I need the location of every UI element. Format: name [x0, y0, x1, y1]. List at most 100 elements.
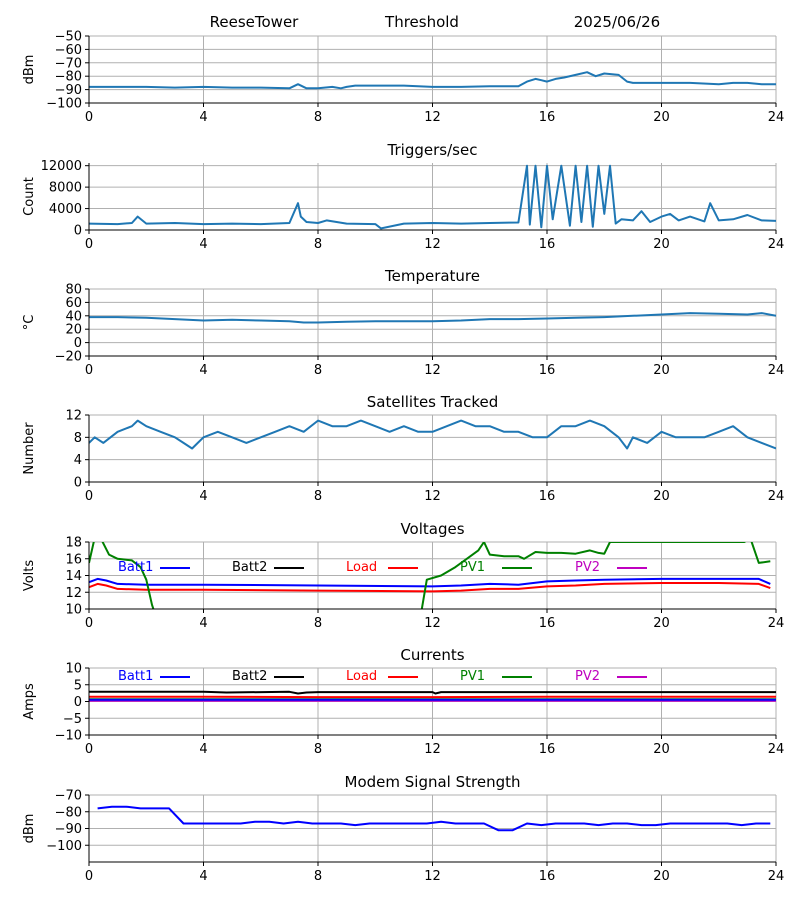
- series-line-batt2: [89, 690, 776, 695]
- y-tick-label: 0: [74, 224, 82, 239]
- chart-title: Modem Signal Strength: [345, 773, 521, 791]
- chart-title: Triggers/sec: [387, 141, 478, 159]
- x-tick-label: 20: [653, 616, 670, 631]
- x-tick-label: 12: [424, 237, 441, 252]
- y-axis-label: dBm: [22, 55, 37, 85]
- y-tick-label: 10: [65, 603, 82, 618]
- y-axis-label: Volts: [22, 560, 37, 592]
- legend-label: Load: [346, 560, 377, 575]
- y-tick-label: 12000: [41, 159, 82, 174]
- y-tick-label: 60: [65, 296, 82, 311]
- x-tick-label: 4: [199, 742, 207, 757]
- y-tick-label: 4: [74, 453, 82, 468]
- y-tick-label: −20: [55, 350, 82, 365]
- y-axis-label: dBm: [22, 814, 37, 844]
- series-line: [89, 419, 776, 450]
- x-tick-label: 0: [85, 489, 93, 504]
- y-axis-label: Amps: [22, 683, 37, 720]
- series-line: [97, 805, 771, 832]
- y-tick-label: 0: [74, 695, 82, 710]
- x-tick-label: 20: [653, 489, 670, 504]
- y-tick-label: 5: [74, 678, 82, 693]
- x-tick-label: 8: [314, 616, 322, 631]
- x-tick-label: 20: [653, 869, 670, 884]
- legend-label: Batt1: [118, 560, 153, 575]
- x-tick-label: 16: [539, 742, 556, 757]
- x-tick-label: 0: [85, 237, 93, 252]
- y-tick-label: −70: [55, 56, 82, 71]
- y-tick-label: 0: [74, 336, 82, 351]
- legend-label: Load: [346, 669, 377, 684]
- x-tick-label: 4: [199, 110, 207, 125]
- x-tick-label: 8: [314, 489, 322, 504]
- x-tick-label: 0: [85, 363, 93, 378]
- y-tick-label: 18: [65, 536, 82, 551]
- y-tick-label: −100: [46, 839, 82, 854]
- x-tick-label: 24: [768, 742, 785, 757]
- y-tick-label: −10: [55, 729, 82, 744]
- y-axis-label: Number: [22, 422, 37, 475]
- y-tick-label: 0: [74, 476, 82, 491]
- legend-label: PV2: [575, 669, 600, 684]
- y-tick-label: 14: [65, 569, 82, 584]
- x-tick-label: 24: [768, 616, 785, 631]
- y-tick-label: −80: [55, 70, 82, 85]
- chart-title: Voltages: [400, 520, 464, 538]
- y-tick-label: 40: [65, 309, 82, 324]
- x-tick-label: 0: [85, 110, 93, 125]
- header-date: 2025/06/26: [574, 13, 660, 31]
- x-tick-label: 4: [199, 363, 207, 378]
- y-tick-label: 12: [65, 586, 82, 601]
- y-tick-label: −60: [55, 43, 82, 58]
- y-tick-label: 20: [65, 323, 82, 338]
- y-tick-label: −5: [63, 712, 82, 727]
- series-line: [89, 164, 776, 230]
- series-line: [89, 312, 776, 324]
- x-tick-label: 4: [199, 616, 207, 631]
- y-tick-label: 4000: [49, 202, 82, 217]
- x-tick-label: 8: [314, 237, 322, 252]
- y-tick-label: 16: [65, 552, 82, 567]
- x-tick-label: 12: [424, 363, 441, 378]
- legend-label: PV2: [575, 560, 600, 575]
- x-tick-label: 0: [85, 869, 93, 884]
- series-line-load: [89, 582, 771, 593]
- x-tick-label: 12: [424, 869, 441, 884]
- header-mode: Threshold: [384, 13, 459, 31]
- chart-modem: 0 4 8 12 16 20 24 −70−80 −90 −100 Modem Signal Str…: [22, 773, 784, 884]
- y-tick-label: −100: [46, 97, 82, 112]
- chart-satellites: 0 4 8 12 16 20 24 0 4 8 12 Satellites Tracked Number: [22, 393, 784, 504]
- x-tick-label: 24: [768, 869, 785, 884]
- y-tick-label: −50: [55, 30, 82, 45]
- x-tick-label: 24: [768, 237, 785, 252]
- x-tick-label: 16: [539, 363, 556, 378]
- x-tick-label: 12: [424, 742, 441, 757]
- y-tick-label: 80: [65, 283, 82, 298]
- chart-title: Satellites Tracked: [367, 393, 498, 411]
- y-tick-label: −90: [55, 83, 82, 98]
- chart-triggers: 0 4 8 12 16 20 24 0 4000 8000 12000 Triggers/sec Cou…: [22, 141, 784, 252]
- series-line-pv1: [89, 542, 771, 609]
- x-tick-label: 4: [199, 869, 207, 884]
- x-tick-label: 12: [424, 489, 441, 504]
- y-axis-label: °C: [22, 315, 37, 331]
- series-line: [89, 71, 776, 90]
- legend-label: Batt2: [232, 560, 267, 575]
- x-tick-label: 8: [314, 110, 322, 125]
- chart-title: Temperature: [384, 267, 480, 285]
- x-tick-label: 24: [768, 363, 785, 378]
- x-tick-label: 8: [314, 869, 322, 884]
- x-tick-label: 16: [539, 489, 556, 504]
- header-site: ReeseTower: [210, 13, 300, 31]
- y-axis-label: Count: [22, 177, 37, 216]
- x-tick-label: 4: [199, 489, 207, 504]
- x-tick-label: 20: [653, 237, 670, 252]
- x-tick-label: 12: [424, 616, 441, 631]
- y-tick-label: −90: [55, 822, 82, 837]
- x-tick-label: 16: [539, 616, 556, 631]
- x-tick-label: 24: [768, 489, 785, 504]
